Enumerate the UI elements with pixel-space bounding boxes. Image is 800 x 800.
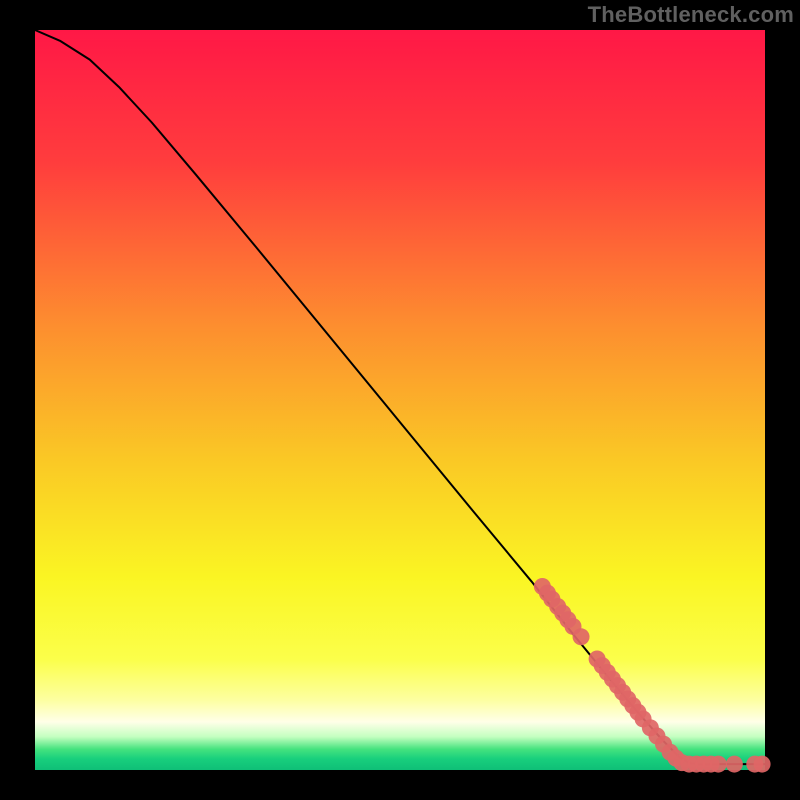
data-marker — [754, 756, 771, 773]
data-marker — [573, 628, 590, 645]
data-marker — [710, 756, 727, 773]
bottleneck-curve-chart — [0, 0, 800, 800]
watermark-text: TheBottleneck.com — [588, 2, 794, 28]
data-marker — [726, 756, 743, 773]
plot-background — [35, 30, 765, 770]
